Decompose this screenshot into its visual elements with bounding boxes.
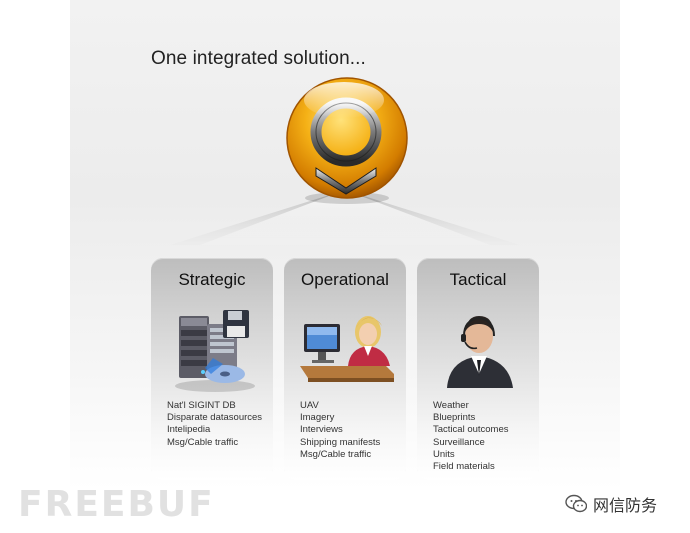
list-item: Weather bbox=[433, 400, 469, 411]
headline: One integrated solution... bbox=[151, 48, 366, 69]
list-item: Msg/Cable traffic bbox=[167, 436, 239, 448]
server-icon bbox=[165, 302, 261, 394]
watermark-freebuf: FREEBUF bbox=[18, 484, 215, 525]
card-title: Tactical bbox=[449, 270, 507, 289]
card-strategic: Strategic Nat'l bbox=[151, 258, 273, 480]
list-item: Blueprints bbox=[433, 412, 476, 424]
list-item: Nat'l SIGINT DB bbox=[167, 400, 236, 411]
card-list: Nat'l SIGINT DB Disparate datasources In… bbox=[167, 400, 262, 449]
list-item: Shipping manifests bbox=[300, 436, 381, 448]
list-item: Imagery bbox=[300, 412, 335, 424]
watermark-wechat: 网信防务 bbox=[565, 492, 657, 516]
card-title: Operational bbox=[301, 270, 389, 289]
wechat-icon bbox=[565, 494, 587, 513]
list-item: Disparate datasources bbox=[167, 412, 263, 424]
list-item: UAV bbox=[300, 400, 319, 411]
watermark-text: 网信防务 bbox=[593, 498, 658, 515]
logo-orb-icon bbox=[282, 76, 412, 206]
list-item: Interviews bbox=[300, 424, 343, 436]
list-item: Msg/Cable traffic bbox=[300, 448, 372, 460]
list-item: Tactical outcomes bbox=[433, 424, 509, 436]
list-item: Intelipedia bbox=[167, 424, 211, 436]
card-title: Strategic bbox=[178, 270, 246, 289]
list-item: Surveillance bbox=[433, 436, 485, 448]
officer-icon bbox=[431, 302, 527, 394]
operator-icon bbox=[298, 302, 398, 394]
card-tactical: Tactical Weather Blueprints Tactical out… bbox=[417, 258, 539, 480]
card-list: Weather Blueprints Tactical outcomes Sur… bbox=[433, 400, 509, 473]
list-item: Units bbox=[433, 448, 455, 460]
card-list: UAV Imagery Interviews Shipping manifest… bbox=[300, 400, 380, 461]
card-operational: Operational UAV Imagery Interviews Shipp… bbox=[284, 258, 406, 480]
list-item: Field materials bbox=[433, 461, 495, 473]
